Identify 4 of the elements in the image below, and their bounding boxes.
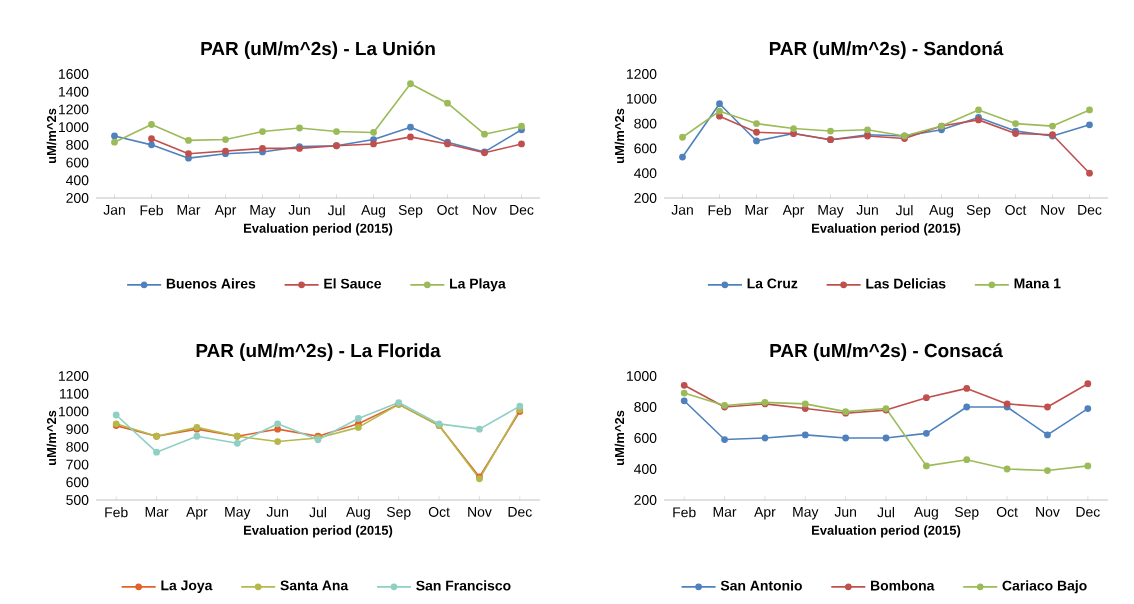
chart-title: PAR (uM/m^2s) - La Florida xyxy=(196,343,441,362)
chart-title: PAR (uM/m^2s) - Consacá xyxy=(770,343,1003,362)
chart-title: PAR (uM/m^2s) - La Unión xyxy=(201,41,435,60)
chart-title: PAR (uM/m^2s) - Sandoná xyxy=(769,41,1004,60)
